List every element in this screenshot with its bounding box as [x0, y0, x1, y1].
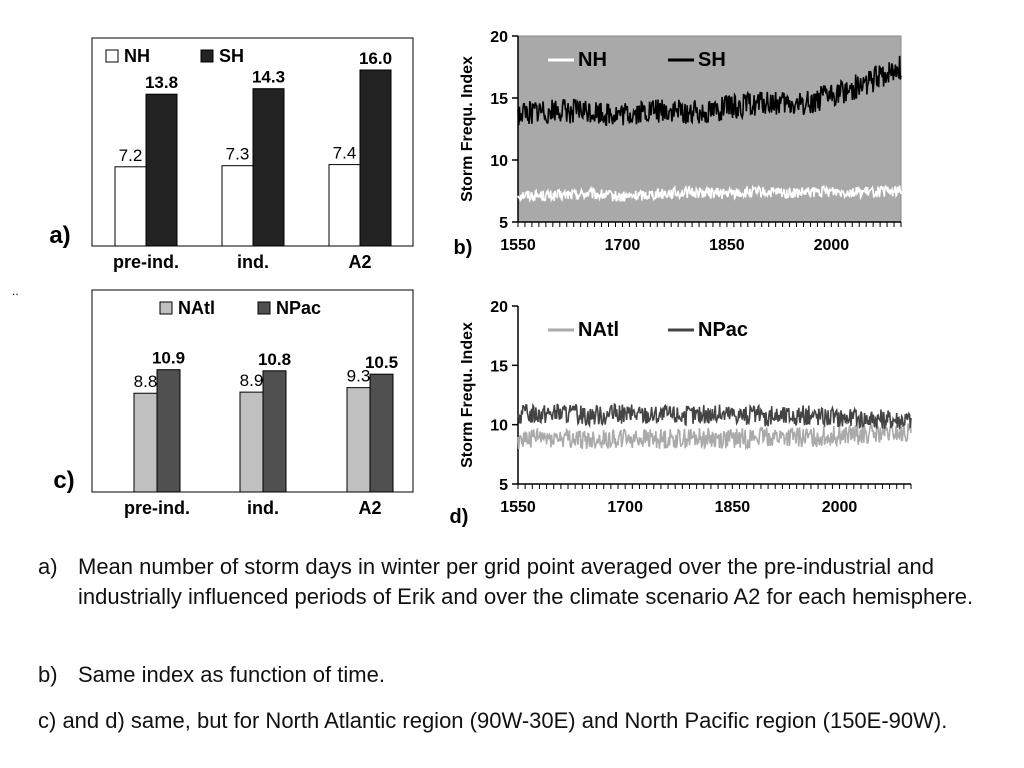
chart-d-y-tick-label-1: 10: [490, 418, 508, 435]
chart-c-bar-npac-2: [369, 373, 394, 493]
chart-a-data-label-sh-1: 14.3: [252, 68, 285, 87]
caption-b: b) Same index as function of time.: [38, 660, 998, 690]
chart-a-bar-sh-2: [359, 69, 392, 247]
caption-a-label: a): [38, 554, 58, 579]
figure: 7.2 13.8 pre-ind. 7.3 14.3 ind. 7.4 16.0 A2 NH SH 5…: [49, 29, 912, 540]
chart-d-y-tick-label-0: 5: [499, 477, 508, 494]
chart-a-legend-swatch-nh: [105, 49, 119, 63]
chart-b-legend-label-sh: SH: [698, 49, 726, 71]
chart-b-y-axis-label: Storm Frequ. Index: [459, 56, 476, 202]
caption-c-text: c) and d) same, but for North Atlantic r…: [38, 708, 948, 733]
chart-b-series-line-sh: [517, 55, 902, 127]
chart-a-data-label-sh-2: 16.0: [359, 49, 392, 68]
panel-label-c: c): [53, 467, 74, 494]
chart-c-legend-swatch-natl: [159, 301, 173, 315]
chart-a-bar-nh-2: [328, 164, 361, 247]
chart-a-bar-sh-0: [145, 93, 178, 247]
chart-c-legend-label-natl: NAtl: [178, 298, 215, 318]
chart-c-category-label-0: pre-ind.: [124, 498, 190, 518]
chart-a-legend-swatch-sh: [200, 49, 214, 63]
chart-c-bar-natl-1: [239, 391, 264, 493]
chart-d-x-tick-label-3: 2000: [822, 499, 858, 516]
chart-c-legend-label-npac: NPac: [276, 298, 321, 318]
chart-d-x-tick-label-1: 1700: [607, 499, 643, 516]
chart-b-y-tick-label-2: 15: [490, 91, 508, 108]
chart-d-x-tick-label-2: 1850: [715, 499, 751, 516]
chart-a-category-label-2: A2: [348, 252, 371, 272]
chart-a-data-label-nh-2: 7.4: [333, 144, 357, 163]
chart-a-category-label-1: ind.: [237, 252, 269, 272]
chart-a-bar-nh-0: [114, 166, 147, 247]
panel-label-a: a): [49, 222, 70, 249]
chart-c-data-label-natl-1: 8.9: [240, 371, 264, 390]
chart-a-bar-sh-1: [252, 88, 285, 247]
chart-a-data-label-nh-0: 7.2: [119, 146, 143, 165]
caption-b-label: b): [38, 662, 58, 687]
chart-d-x-tick-label-0: 1550: [500, 499, 536, 516]
chart-d-series-line-npac: [517, 402, 912, 430]
chart-a-legend-label-sh: SH: [219, 46, 244, 66]
chart-c-data-label-npac-0: 10.9: [152, 349, 185, 368]
chart-b-x-tick-label-3: 2000: [814, 237, 850, 254]
chart-c-bar-natl-2: [346, 387, 371, 493]
chart-b-x-tick-label-0: 1550: [500, 237, 536, 254]
chart-b-legend-label-nh: NH: [578, 49, 607, 71]
chart-c-bar-npac-0: [156, 369, 181, 493]
chart-c-data-label-npac-2: 10.5: [365, 353, 398, 372]
chart-b-series-line-nh: [517, 184, 902, 203]
panel-label-d: d): [450, 506, 469, 528]
chart-c-data-label-natl-2: 9.3: [347, 367, 371, 386]
chart-d-y-axis-label: Storm Frequ. Index: [459, 322, 476, 468]
chart-c-data-label-natl-0: 8.8: [134, 372, 158, 391]
chart-b-x-tick-label-2: 1850: [709, 237, 745, 254]
chart-c-category-label-2: A2: [358, 498, 381, 518]
chart-d-legend-label-npac: NPac: [698, 319, 748, 341]
caption-c: c) and d) same, but for North Atlantic r…: [38, 706, 968, 736]
chart-c-bar-natl-0: [133, 392, 158, 493]
chart-c-bar-npac-1: [262, 370, 287, 493]
caption-a-text: Mean number of storm days in winter per …: [78, 554, 974, 609]
chart-b-y-tick-label-1: 10: [490, 153, 508, 170]
chart-a-category-label-0: pre-ind.: [113, 252, 179, 272]
chart-b-x-tick-label-1: 1700: [605, 237, 641, 254]
chart-a-data-label-nh-1: 7.3: [226, 145, 250, 164]
caption-a: a) Mean number of storm days in winter p…: [38, 552, 998, 612]
chart-d-y-tick-label-2: 15: [490, 358, 508, 375]
panel-label-b: b): [454, 237, 473, 259]
chart-d-legend-label-natl: NAtl: [578, 319, 619, 341]
chart-c-category-label-1: ind.: [247, 498, 279, 518]
chart-c-data-label-npac-1: 10.8: [258, 350, 291, 369]
chart-c-legend-swatch-npac: [257, 301, 271, 315]
chart-a-data-label-sh-0: 13.8: [145, 73, 178, 92]
chart-b-y-tick-label-3: 20: [490, 29, 508, 46]
stray-mark: ..: [12, 284, 19, 298]
chart-d-x-axis-label: year: [707, 539, 740, 540]
chart-d-plot-area: [518, 306, 911, 484]
chart-d-y-tick-label-3: 20: [490, 299, 508, 316]
chart-a-legend-label-nh: NH: [124, 46, 150, 66]
chart-a-bar-nh-1: [221, 165, 254, 247]
chart-b-y-tick-label-0: 5: [499, 215, 508, 232]
chart-d-series-line-natl: [517, 423, 912, 451]
caption-b-text: Same index as function of time.: [78, 662, 385, 687]
